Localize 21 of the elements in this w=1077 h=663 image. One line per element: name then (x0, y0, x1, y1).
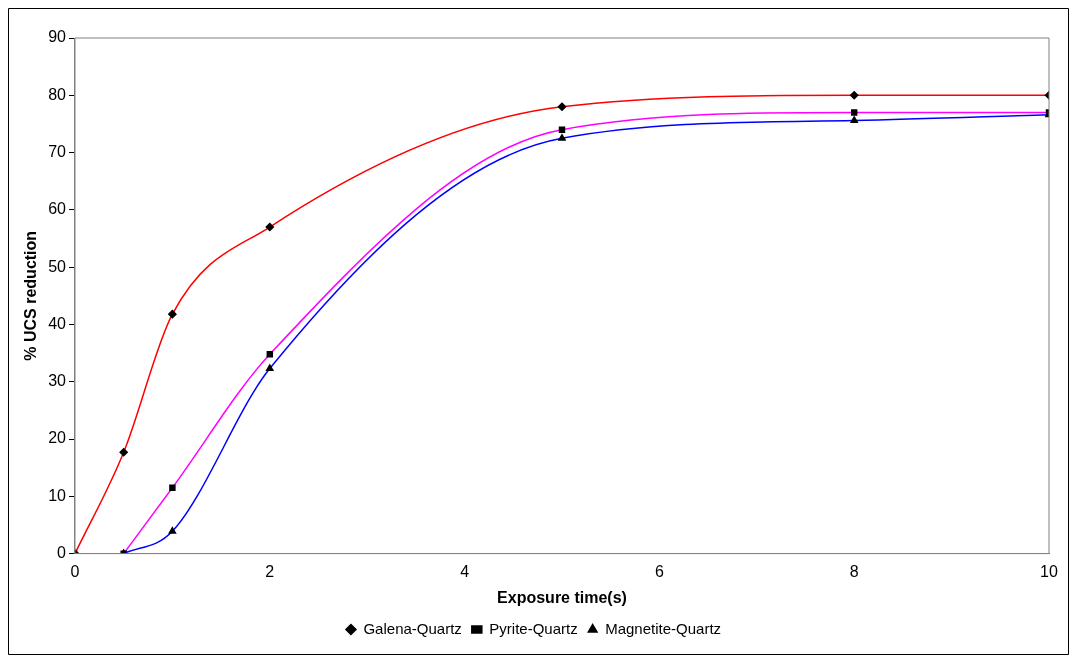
y-tick-label: 40 (48, 314, 67, 332)
x-tick-label: 8 (849, 562, 859, 580)
x-tick-label: 10 (1040, 562, 1058, 580)
x-tick-label: 2 (265, 562, 275, 580)
x-tick-label: 4 (460, 562, 470, 580)
y-tick-label: 20 (48, 429, 67, 447)
y-axis-title: % UCS reduction (22, 230, 40, 361)
y-tick-label: 90 (48, 28, 67, 46)
x-axis-title: Exposure time(s) (497, 588, 627, 606)
y-tick-label: 70 (48, 142, 67, 160)
x-tick-label: 0 (70, 562, 80, 580)
y-tick-label: 50 (48, 257, 67, 275)
x-tick-label: 6 (654, 562, 664, 580)
y-tick-label: 30 (48, 372, 67, 390)
y-tick-label: 0 (57, 544, 67, 562)
y-tick-label: 10 (48, 486, 67, 504)
legend-label: Magnetite-Quartz (605, 619, 722, 637)
y-tick-label: 60 (48, 200, 67, 218)
legend-label: Galena-Quartz (363, 619, 462, 637)
legend-label: Pyrite-Quartz (489, 619, 578, 637)
y-tick-label: 80 (48, 85, 67, 103)
